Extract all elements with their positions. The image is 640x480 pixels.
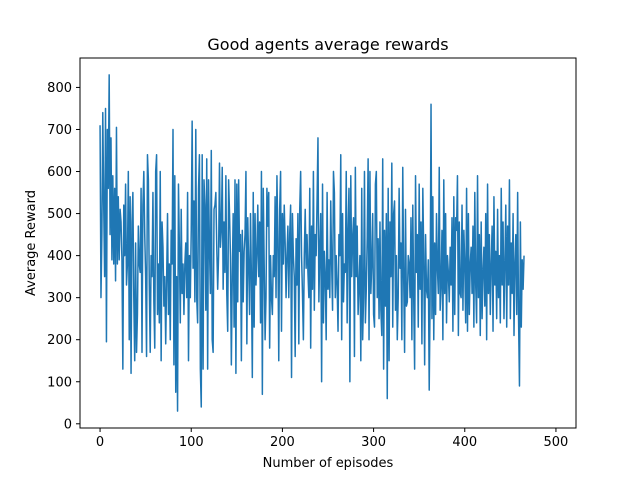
y-tick-label: 0 (64, 417, 72, 432)
y-axis: 0 100 200 300 400 500 600 700 800 (47, 81, 80, 432)
y-tick-label: 800 (47, 81, 72, 96)
x-tick-label: 500 (544, 435, 569, 450)
y-tick-label: 600 (47, 165, 72, 180)
x-tick-label: 200 (270, 435, 295, 450)
chart-title: Good agents average rewards (207, 35, 448, 54)
plot-area (79, 57, 577, 429)
y-tick-label: 300 (47, 291, 72, 306)
x-tick-label: 100 (179, 435, 204, 450)
y-tick-label: 500 (47, 207, 72, 222)
y-axis-label: Average Reward (24, 190, 39, 296)
y-tick-label: 700 (47, 123, 72, 138)
y-tick-label: 400 (47, 249, 72, 264)
y-tick-label: 100 (47, 375, 72, 390)
plot-frame (79, 57, 577, 429)
series-layer (99, 74, 525, 412)
x-tick-label: 300 (361, 435, 386, 450)
x-axis: 0 100 200 300 400 500 (96, 428, 568, 450)
series-line (99, 74, 525, 412)
y-tick-label: 200 (47, 333, 72, 348)
x-axis-label: Number of episodes (263, 456, 394, 471)
x-tick-label: 400 (452, 435, 477, 450)
x-tick-label: 0 (96, 435, 104, 450)
